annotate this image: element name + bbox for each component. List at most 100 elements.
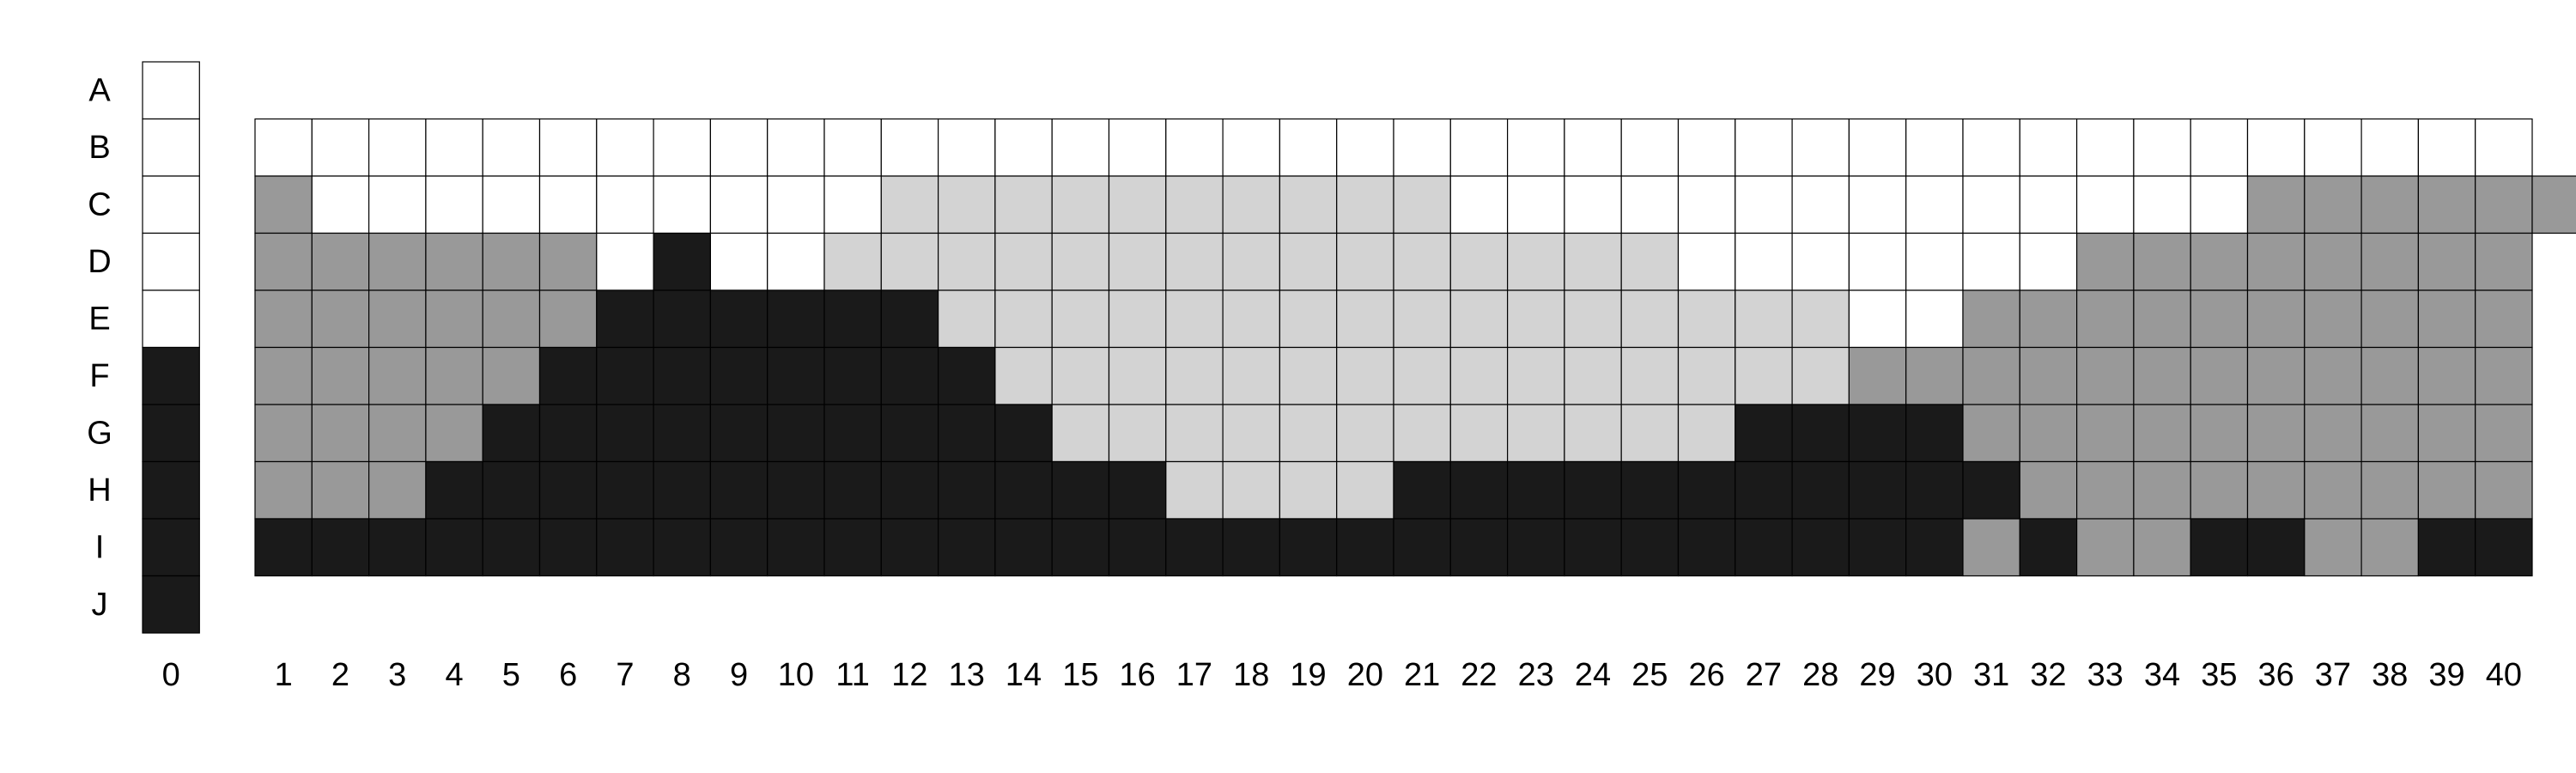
cell-36-e <box>2246 289 2306 349</box>
cell-33-e <box>2076 289 2135 349</box>
cell-38-f <box>2360 346 2420 405</box>
column-label-8: 8 <box>673 657 691 693</box>
cell-27-e <box>1735 289 1793 349</box>
cell-3-h <box>368 460 427 520</box>
cell-28-c <box>1791 175 1850 234</box>
cell-13-d <box>937 232 996 291</box>
cell-13-e <box>937 289 996 349</box>
cell-20-c <box>1336 175 1394 234</box>
cell-27-b <box>1735 118 1793 177</box>
cell-22-c <box>1449 175 1509 234</box>
cell-33-h <box>2076 460 2135 520</box>
cell-12-d <box>880 232 939 291</box>
column-label-10: 10 <box>778 657 814 693</box>
main-grid <box>254 118 2576 577</box>
cell-10-f <box>767 346 825 405</box>
cell-22-f <box>1449 346 1509 405</box>
cell-35-b <box>2190 118 2249 177</box>
cell-36-g <box>2246 404 2306 463</box>
cell-39-h <box>2417 460 2476 520</box>
cell-15-g <box>1051 404 1110 463</box>
column-label-3: 3 <box>388 657 406 693</box>
cell-5-e <box>482 289 541 349</box>
column-label-2: 2 <box>331 657 349 693</box>
cell-16-h <box>1108 460 1167 520</box>
cell-11-h <box>823 460 882 520</box>
cell-9-h <box>709 460 769 520</box>
cell-11-g <box>823 404 882 463</box>
cell-14-b <box>994 118 1053 177</box>
cell-5-b <box>482 118 541 177</box>
cell-38-h <box>2360 460 2420 520</box>
cell-30-h <box>1905 460 1964 520</box>
column-label-34: 34 <box>2144 657 2180 693</box>
column-label-4: 4 <box>445 657 463 693</box>
cell-37-c <box>2304 175 2362 234</box>
cell-8-f <box>653 346 711 405</box>
cell-26-c <box>1677 175 1736 234</box>
cell-8-e <box>653 289 711 349</box>
cell-11-c <box>823 175 882 234</box>
cell-15-e <box>1051 289 1110 349</box>
cell-27-c <box>1735 175 1793 234</box>
cell-7-h <box>596 460 654 520</box>
cell-13-b <box>937 118 996 177</box>
cell-8-g <box>653 404 711 463</box>
cell-29-i <box>1848 518 1907 577</box>
cell-20-e <box>1336 289 1394 349</box>
column-label-5: 5 <box>502 657 520 693</box>
cell-30-i <box>1905 518 1964 577</box>
cell-38-i <box>2360 518 2420 577</box>
cell-25-f <box>1620 346 1680 405</box>
cell-25-c <box>1620 175 1680 234</box>
cell-25-b <box>1620 118 1680 177</box>
cell-0-a <box>142 61 200 120</box>
cell-13-f <box>937 346 996 405</box>
cell-9-f <box>709 346 769 405</box>
cell-14-h <box>994 460 1053 520</box>
column-label-1: 1 <box>275 657 293 693</box>
row-label-c: C <box>88 186 111 222</box>
cell-17-f <box>1165 346 1224 405</box>
cell-14-i <box>994 518 1053 577</box>
cell-40-g <box>2475 404 2533 463</box>
cell-0-c <box>142 175 200 234</box>
cell-35-c <box>2190 175 2249 234</box>
cell-6-e <box>538 289 598 349</box>
cell-22-g <box>1449 404 1509 463</box>
cell-12-c <box>880 175 939 234</box>
column-label-12: 12 <box>891 657 927 693</box>
cell-2-h <box>311 460 370 520</box>
cell-34-h <box>2133 460 2191 520</box>
cell-3-i <box>368 518 427 577</box>
column-label-15: 15 <box>1062 657 1098 693</box>
cell-26-f <box>1677 346 1736 405</box>
cell-7-f <box>596 346 654 405</box>
column-label-16: 16 <box>1120 657 1156 693</box>
cell-7-i <box>596 518 654 577</box>
cell-15-b <box>1051 118 1110 177</box>
cell-0-f <box>142 346 200 405</box>
cell-19-d <box>1279 232 1338 291</box>
cell-2-i <box>311 518 370 577</box>
cell-4-d <box>425 232 483 291</box>
column-label-40: 40 <box>2486 657 2522 693</box>
cell-36-f <box>2246 346 2306 405</box>
cell-18-f <box>1222 346 1280 405</box>
cell-33-d <box>2076 232 2135 291</box>
cell-32-g <box>2019 404 2078 463</box>
cell-21-d <box>1393 232 1451 291</box>
cell-23-f <box>1506 346 1565 405</box>
cell-10-c <box>767 175 825 234</box>
cell-27-g <box>1735 404 1793 463</box>
cell-40-i <box>2475 518 2533 577</box>
cell-40-b <box>2475 118 2533 177</box>
cell-9-c <box>709 175 769 234</box>
cell-34-g <box>2133 404 2191 463</box>
row-label-a: A <box>88 72 111 108</box>
cell-19-e <box>1279 289 1338 349</box>
cell-38-c <box>2360 175 2420 234</box>
row-label-e: E <box>88 301 110 337</box>
cell-30-b <box>1905 118 1964 177</box>
cell-38-g <box>2360 404 2420 463</box>
